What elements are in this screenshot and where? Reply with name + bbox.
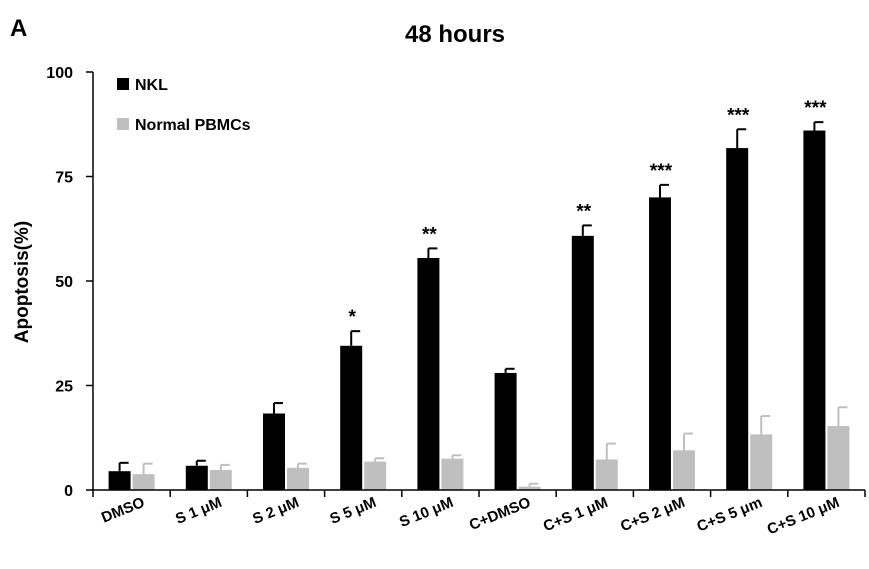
significance-label-7: ***: [650, 161, 673, 182]
bar-pbmc-9: [827, 426, 850, 490]
legend-swatch-0: [117, 78, 129, 90]
bar-nkl-1: [185, 465, 208, 490]
bar-nkl-6: [571, 235, 594, 490]
bar-nkl-0: [108, 471, 131, 490]
x-tick-label-4: S 10 μM: [397, 494, 456, 531]
bar-nkl-2: [263, 413, 285, 490]
bar-nkl-7: [649, 197, 671, 490]
y-tick-label-4: 100: [46, 65, 73, 82]
bar-nkl-5: [494, 372, 517, 490]
bar-nkl-3: [340, 345, 363, 490]
legend-label-0: NKL: [135, 77, 168, 94]
x-tick-label-5: C+DMSO: [467, 494, 534, 534]
y-tick-label-2: 50: [55, 274, 73, 291]
bar-pbmc-3: [364, 461, 387, 490]
bar-pbmc-5: [518, 486, 541, 490]
y-axis-label: Apoptosis(%): [12, 221, 33, 343]
bar-pbmc-8: [750, 434, 773, 490]
bar-nkl-4: [417, 258, 440, 490]
significance-label-9: ***: [804, 98, 827, 119]
significance-label-4: **: [422, 224, 437, 245]
bar-pbmc-2: [287, 467, 309, 490]
y-tick-label-1: 25: [55, 379, 73, 396]
x-tick-label-6: C+S 1 μM: [541, 494, 610, 535]
bar-pbmc-7: [673, 450, 695, 490]
bars-layer: *********** ***: [108, 98, 850, 491]
x-tick-label-7: C+S 2 μM: [618, 494, 687, 535]
bar-pbmc-0: [132, 474, 155, 490]
x-tick-label-2: S 2 μM: [250, 494, 301, 528]
y-tick-label-3: 75: [55, 170, 73, 187]
bar-pbmc-6: [595, 459, 618, 490]
legend: NKL Normal PBMCs: [117, 77, 251, 134]
bar-nkl-8: [726, 148, 749, 491]
x-tick-label-0: DMSO: [99, 494, 147, 527]
panel-label: A: [10, 15, 27, 42]
y-tick-label-0: 0: [64, 483, 73, 500]
significance-label-6: **: [576, 201, 591, 222]
bar-nkl-9: [803, 130, 826, 490]
bar-pbmc-1: [209, 469, 232, 490]
legend-label-1: Normal PBMCs: [135, 117, 251, 134]
legend-swatch-1: [117, 118, 129, 130]
chart-title: 48 hours: [405, 21, 505, 48]
x-tick-label-8: C+S 5 μm: [695, 494, 765, 536]
significance-label-3: *: [348, 307, 356, 328]
bar-pbmc-4: [441, 458, 464, 490]
significance-label-8: ***: [727, 105, 750, 126]
x-tick-label-1: S 1 μM: [173, 494, 224, 528]
x-tick-label-3: S 5 μM: [327, 494, 378, 528]
x-tick-label-9: C+S 10 μM: [765, 494, 842, 538]
